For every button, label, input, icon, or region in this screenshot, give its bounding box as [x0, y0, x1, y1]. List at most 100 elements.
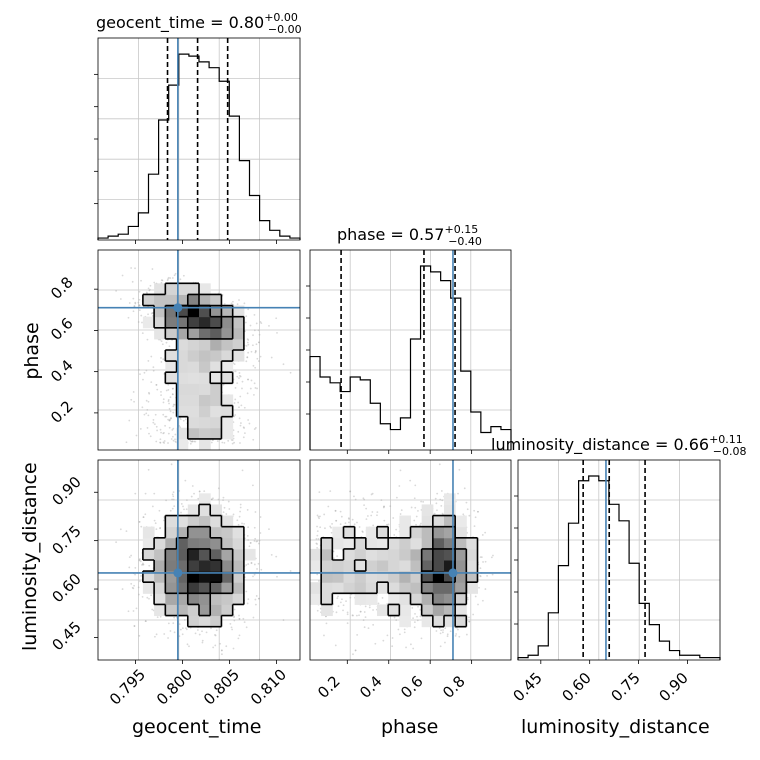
- sample-point: [133, 305, 136, 308]
- sample-point: [169, 277, 172, 279]
- sample-point: [250, 350, 253, 353]
- sample-point: [249, 541, 252, 544]
- sample-point: [171, 387, 174, 390]
- sample-point: [211, 439, 214, 442]
- density-cell: [232, 327, 245, 340]
- sample-point: [282, 619, 285, 621]
- sample-point: [172, 405, 175, 408]
- sample-point: [245, 626, 248, 629]
- sample-point: [217, 487, 220, 490]
- sample-point: [128, 566, 131, 569]
- sample-point: [174, 272, 177, 275]
- sample-point: [247, 351, 250, 354]
- sample-point: [147, 414, 150, 417]
- sample-point: [270, 356, 273, 359]
- density-cell: [221, 316, 234, 329]
- sample-point: [241, 469, 244, 472]
- sample-point: [141, 321, 143, 324]
- sample-point: [250, 379, 253, 382]
- sample-point: [130, 554, 133, 557]
- sample-point: [231, 442, 234, 445]
- density-cell: [176, 427, 189, 440]
- sample-point: [173, 403, 176, 406]
- sample-point: [282, 363, 285, 366]
- sample-point: [189, 442, 192, 445]
- sample-point: [252, 438, 255, 441]
- sample-point: [240, 404, 243, 407]
- sample-point: [259, 516, 262, 518]
- truth-marker: [173, 303, 183, 313]
- sample-point: [145, 412, 148, 415]
- density-cell: [176, 316, 189, 329]
- sample-point: [178, 623, 181, 626]
- sample-point: [258, 341, 260, 344]
- sample-point: [243, 621, 246, 624]
- sample-point: [140, 574, 142, 577]
- sample-point: [258, 341, 260, 344]
- sample-point: [127, 316, 130, 319]
- sample-point: [249, 324, 252, 327]
- sample-point: [159, 438, 162, 441]
- sample-point: [246, 602, 249, 605]
- sample-point: [160, 279, 163, 282]
- sample-point: [137, 368, 140, 371]
- sample-point: [198, 490, 201, 493]
- density-cell: [154, 283, 166, 295]
- sample-point: [182, 419, 185, 422]
- sample-point: [152, 419, 155, 421]
- sample-point: [159, 441, 162, 444]
- sample-point: [174, 440, 177, 443]
- sample-point: [140, 314, 143, 317]
- density-cell: [176, 405, 189, 418]
- sample-point: [234, 387, 237, 389]
- sample-point: [165, 341, 168, 344]
- sample-point: [214, 634, 217, 637]
- density-cell: [199, 327, 211, 340]
- sample-point: [253, 394, 255, 396]
- sample-point: [260, 322, 263, 325]
- sample-point: [170, 417, 172, 420]
- sample-point: [243, 427, 245, 429]
- sample-point: [151, 608, 154, 611]
- density-cell: [199, 427, 211, 440]
- sample-point: [193, 492, 195, 495]
- sample-point: [147, 287, 150, 290]
- density-cell: [187, 338, 200, 351]
- sample-point: [245, 564, 248, 566]
- sample-point: [203, 490, 206, 492]
- sample-point: [131, 280, 134, 283]
- sample-point: [229, 622, 232, 625]
- sample-point: [167, 400, 170, 403]
- sample-point: [236, 303, 239, 306]
- sample-point: [254, 426, 257, 429]
- sample-point: [133, 400, 135, 403]
- sample-point: [258, 542, 260, 545]
- sample-point: [238, 634, 241, 637]
- density-cell: [232, 316, 245, 329]
- sample-point: [167, 389, 170, 391]
- sample-point: [162, 413, 165, 416]
- sample-point: [130, 267, 133, 269]
- sample-point: [233, 441, 235, 444]
- sample-point: [160, 340, 163, 343]
- sample-point: [139, 560, 142, 563]
- sample-point: [238, 377, 240, 379]
- sample-point: [153, 423, 156, 426]
- sample-point: [148, 392, 151, 395]
- sample-point: [167, 442, 169, 444]
- sample-point: [147, 360, 150, 362]
- density-cell: [165, 283, 178, 295]
- sample-point: [141, 332, 144, 335]
- sample-point: [181, 627, 184, 630]
- sample-point: [172, 491, 175, 493]
- sample-point: [239, 395, 242, 398]
- sample-point: [243, 302, 246, 305]
- density-cell: [187, 327, 200, 340]
- sample-point: [217, 498, 220, 501]
- density-cell: [221, 350, 234, 362]
- sample-point: [142, 562, 144, 565]
- sample-point: [191, 440, 194, 443]
- sample-point: [155, 440, 158, 443]
- sample-point: [254, 351, 257, 354]
